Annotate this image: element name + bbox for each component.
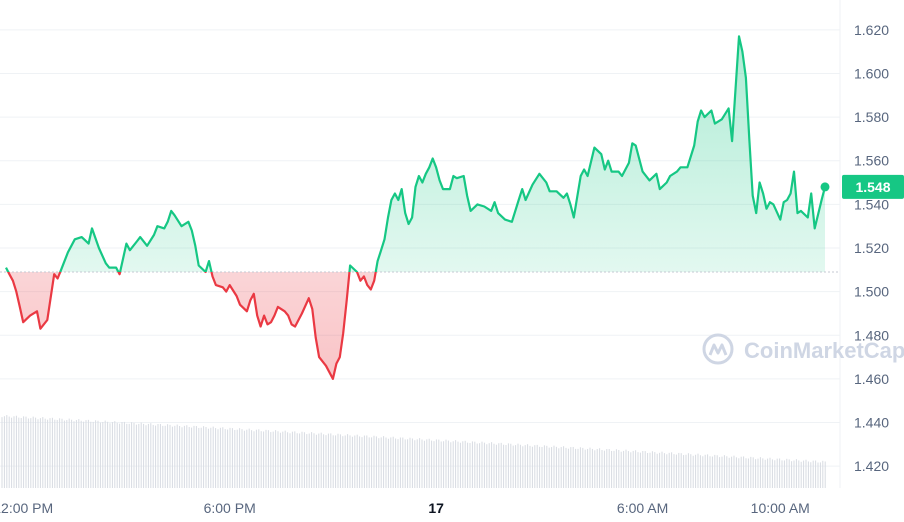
volume-bars	[1, 415, 826, 488]
y-tick-label: 1.600	[854, 65, 889, 81]
watermark-text: CoinMarketCap	[744, 338, 904, 363]
coinmarketcap-logo-icon	[702, 333, 734, 365]
y-tick-label: 1.440	[854, 415, 889, 431]
y-tick-label: 1.420	[854, 458, 889, 474]
y-tick-label: 1.620	[854, 22, 889, 38]
area-fill-up	[6, 36, 825, 272]
y-tick-label: 1.520	[854, 240, 889, 256]
y-tick-label: 1.480	[854, 327, 889, 343]
x-tick-label: 6:00 PM	[204, 500, 256, 516]
x-tick-label: 10:00 AM	[751, 500, 810, 516]
x-tick-label: 12:00 PM	[0, 500, 53, 516]
y-axis: 1.620 1.600 1.580 1.560 1.540 1.520 1.500 1.480…	[854, 22, 889, 474]
x-tick-label: 17	[428, 500, 444, 516]
watermark: CoinMarketCap	[702, 333, 904, 365]
y-tick-label: 1.460	[854, 371, 889, 387]
price-line-up	[5, 35, 827, 272]
y-tick-label: 1.560	[854, 153, 889, 169]
x-axis: 12:00 PM 6:00 PM 17 6:00 AM 10:00 AM	[0, 500, 810, 516]
price-tag-background	[842, 174, 904, 199]
current-price-tag: 1.548	[842, 174, 904, 199]
x-tick-label: 6:00 AM	[617, 500, 668, 516]
y-tick-label: 1.500	[854, 284, 889, 300]
y-tick-label: 1.540	[854, 196, 889, 212]
last-price-point	[820, 182, 830, 192]
y-tick-label: 1.580	[854, 109, 889, 125]
current-price-label: 1.548	[855, 179, 890, 195]
